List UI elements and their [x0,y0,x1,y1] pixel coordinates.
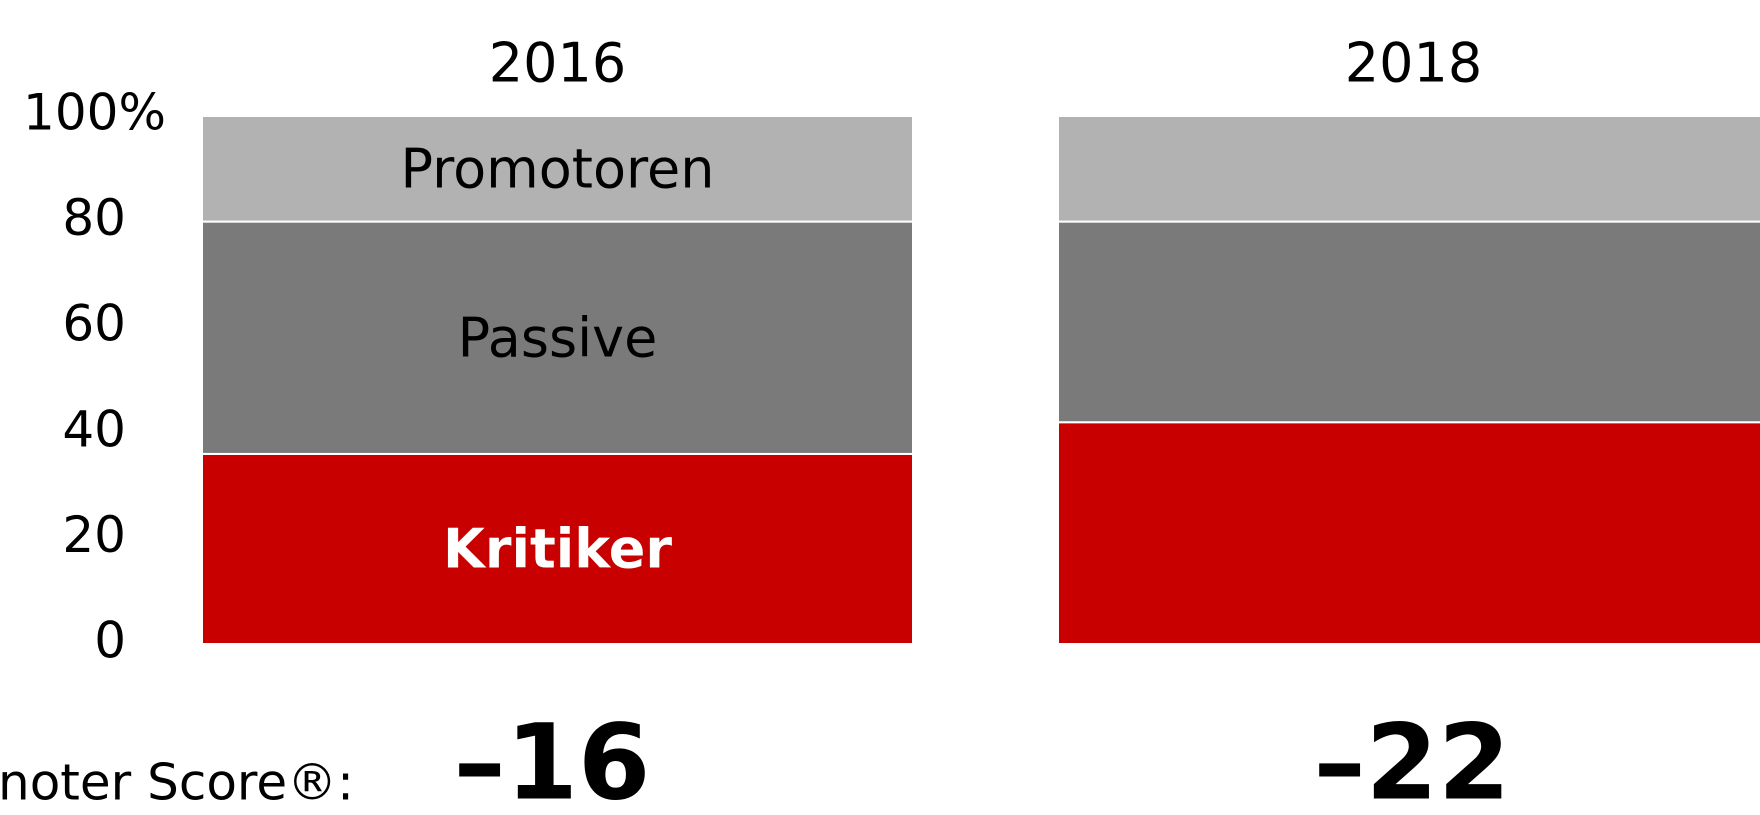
bar-segment [201,115,914,223]
score-value: –16 [454,701,651,815]
y-tick-label: 40 [62,400,126,458]
bar-segment [1057,220,1760,424]
segment-label: Passive [458,306,658,369]
x-category-label: 2018 [1345,32,1482,95]
bar-segment [201,220,914,455]
y-tick-label: 60 [62,295,126,353]
segment-label: Promotoren [401,137,715,200]
bar-segment [1057,115,1760,223]
y-tick-label: 0 [94,612,126,670]
segment-label: Kritiker [443,518,672,581]
y-tick-label: 80 [62,189,126,247]
score-value: –22 [1314,701,1511,815]
score-title: noter Score®: [0,754,354,812]
x-category-label: 2016 [489,32,626,95]
y-tick-label: 20 [62,506,126,564]
y-tick-label: 100% [23,84,166,142]
bar-segment [201,452,914,646]
bar-segment [1057,421,1760,645]
